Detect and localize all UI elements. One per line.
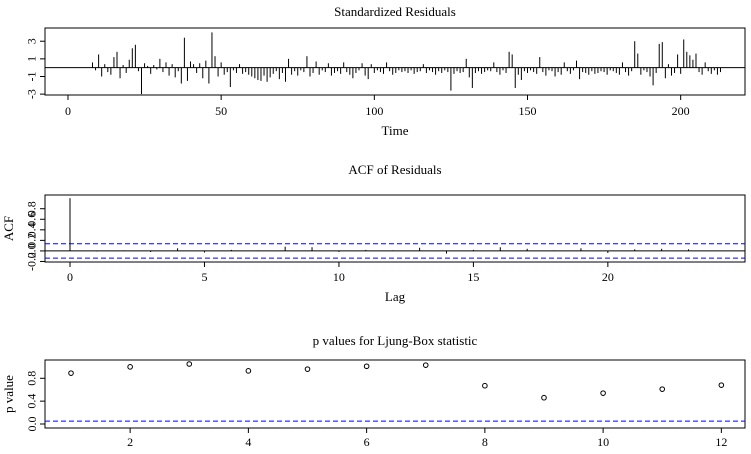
- point: [186, 361, 193, 367]
- point: [659, 386, 666, 392]
- y-axis-label: ACF: [1, 216, 16, 241]
- point: [482, 382, 488, 389]
- point: [541, 394, 547, 401]
- y-tick-label: 0.0: [25, 243, 39, 258]
- x-tick-label: 2: [127, 435, 133, 449]
- x-tick-label: 15: [467, 270, 479, 284]
- x-tick-label: 50: [215, 104, 227, 118]
- x-tick-label: 5: [201, 270, 207, 284]
- x-tick-label: 20: [602, 270, 614, 284]
- point: [600, 390, 606, 396]
- y-tick-label: -0.2: [25, 252, 39, 271]
- x-tick-label: 10: [597, 435, 609, 449]
- y-tick-label: 0.6: [25, 212, 39, 227]
- plot-frame: [44, 194, 746, 263]
- x-axis-label: Time: [382, 123, 409, 138]
- x-axis-label: Lag: [385, 289, 406, 304]
- y-tick-label: 0.4: [25, 394, 39, 409]
- point: [245, 368, 252, 374]
- x-tick-label: 4: [245, 435, 251, 449]
- point: [68, 370, 74, 376]
- x-tick-label: 12: [715, 435, 727, 449]
- point: [718, 382, 725, 388]
- y-tick-label: 1: [25, 56, 39, 62]
- x-tick-label: 100: [365, 104, 383, 118]
- y-tick-label: 0.4: [25, 222, 39, 237]
- x-tick-label: 8: [482, 435, 488, 449]
- point: [127, 364, 133, 370]
- x-tick-label: 200: [672, 104, 690, 118]
- chart-title: p values for Ljung-Box statistic: [313, 333, 478, 348]
- x-tick-label: 0: [65, 104, 71, 118]
- y-tick-label: 0.2: [25, 233, 39, 248]
- plot-frame: [44, 27, 746, 96]
- x-tick-label: 150: [518, 104, 536, 118]
- y-tick-label: 0.8: [25, 371, 39, 386]
- plot-frame: [44, 359, 746, 429]
- y-tick-label: -1: [25, 71, 39, 81]
- x-tick-label: 10: [333, 270, 345, 284]
- x-tick-label: 0: [67, 270, 73, 284]
- chart-title: Standardized Residuals: [334, 4, 456, 19]
- y-tick-label: -3: [25, 89, 39, 99]
- y-tick-label: 0.0: [25, 417, 39, 432]
- y-axis-label: p value: [1, 375, 16, 413]
- y-tick-label: 0.8: [25, 201, 39, 216]
- y-tick-label: 3: [25, 38, 39, 44]
- point: [363, 363, 370, 370]
- point: [304, 366, 311, 372]
- x-tick-label: 6: [364, 435, 370, 449]
- point: [422, 362, 429, 368]
- chart-title: ACF of Residuals: [348, 162, 441, 177]
